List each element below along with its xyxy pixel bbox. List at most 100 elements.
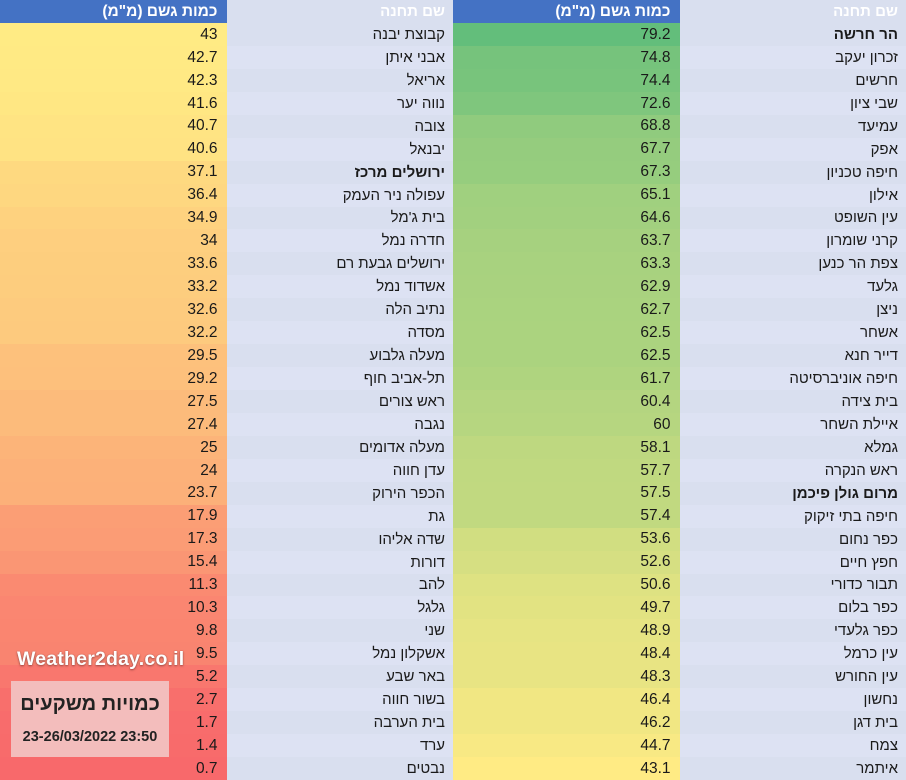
station-cell: אשחר bbox=[679, 321, 906, 345]
amount-cell: 43.1 bbox=[453, 757, 680, 780]
station-cell: כפר בלום bbox=[679, 596, 906, 620]
amount-cell: 32.2 bbox=[0, 321, 227, 345]
amount-cell: 11.3 bbox=[0, 573, 227, 597]
station-cell: איתמר bbox=[679, 757, 906, 780]
table-row: שבי ציון 72.6 bbox=[453, 91, 906, 115]
station-cell: גת bbox=[226, 504, 453, 528]
amount-cell: 9.8 bbox=[0, 619, 227, 643]
station-cell: אפק bbox=[679, 137, 906, 161]
table-row: עין החורש 48.3 bbox=[453, 665, 906, 689]
table-row: אשדוד נמל 33.2 bbox=[0, 275, 453, 299]
table-rows: הר חרשה 79.2 זכרון יעקב 74.8 חרשים 74.4 שבי צי… bbox=[453, 23, 906, 780]
station-cell: נחשון bbox=[679, 688, 906, 712]
table-row: ירושלים מרכז 37.1 bbox=[0, 160, 453, 184]
station-cell: יבנאל bbox=[226, 137, 453, 161]
table-row: חרשים 74.4 bbox=[453, 68, 906, 92]
amount-cell: 24 bbox=[0, 458, 227, 482]
table-row: צובה 40.7 bbox=[0, 114, 453, 138]
amount-cell: 40.6 bbox=[0, 137, 227, 161]
header-row: שם תחנה כמות גשם (מ"מ) bbox=[0, 0, 453, 23]
table-row: אשחר 62.5 bbox=[453, 321, 906, 345]
station-cell: חיפה טכניון bbox=[679, 160, 906, 184]
station-cell: מעלה גלבוע bbox=[226, 344, 453, 368]
amount-cell: 61.7 bbox=[453, 367, 680, 390]
amount-cell: 9.5 bbox=[0, 642, 227, 666]
table-row: ניצן 62.7 bbox=[453, 298, 906, 322]
amount-cell: 42.7 bbox=[0, 45, 227, 69]
station-cell: עמיעד bbox=[679, 114, 906, 138]
amount-cell: 40.7 bbox=[0, 114, 227, 138]
station-cell: ירושלים מרכז bbox=[226, 160, 453, 184]
station-header: שם תחנה bbox=[226, 0, 453, 23]
station-cell: ירושלים גבעת רם bbox=[226, 252, 453, 276]
amount-cell: 72.6 bbox=[453, 91, 680, 115]
table-row: עפולה ניר העמק 36.4 bbox=[0, 183, 453, 207]
table-row: בית ג'מל 34.9 bbox=[0, 206, 453, 230]
table-rows: קבוצת יבנה 43 אבני איתן 42.7 אריאל 42.3 נווה י… bbox=[0, 23, 453, 780]
station-cell: ניצן bbox=[679, 298, 906, 322]
amount-cell: 34 bbox=[0, 229, 227, 253]
table-row: עדן חווה 24 bbox=[0, 458, 453, 482]
station-cell: כפר גלעדי bbox=[679, 619, 906, 643]
amount-cell: 63.3 bbox=[453, 252, 680, 276]
caption-date: 23-26/03/2022 23:50 bbox=[22, 728, 158, 745]
amount-cell: 42.3 bbox=[0, 68, 227, 92]
station-cell: שדה אליהו bbox=[226, 527, 453, 551]
station-cell: מרום גולן פיכמן bbox=[679, 481, 906, 505]
station-cell: נגבה bbox=[226, 412, 453, 436]
amount-cell: 33.2 bbox=[0, 275, 227, 299]
rain-table-left: שם תחנה כמות גשם (מ"מ) קבוצת יבנה 43 אבני … bbox=[0, 0, 453, 780]
station-cell: חפץ חיים bbox=[679, 550, 906, 574]
amount-cell: 49.7 bbox=[453, 596, 680, 620]
amount-cell: 0.7 bbox=[0, 757, 227, 780]
station-cell: שבי ציון bbox=[679, 91, 906, 115]
station-cell: מעלה אדומים bbox=[226, 435, 453, 459]
amount-cell: 67.3 bbox=[453, 160, 680, 184]
amount-cell: 53.6 bbox=[453, 527, 680, 551]
table-row: נחשון 46.4 bbox=[453, 688, 906, 712]
station-cell: בית הערבה bbox=[226, 711, 453, 735]
amount-cell: 32.6 bbox=[0, 298, 227, 322]
station-cell: בית דגן bbox=[679, 711, 906, 735]
amount-cell: 17.9 bbox=[0, 504, 227, 528]
table-row: אילון 65.1 bbox=[453, 183, 906, 207]
station-cell: דורות bbox=[226, 550, 453, 574]
station-cell: אשדוד נמל bbox=[226, 275, 453, 299]
amount-header: כמות גשם (מ"מ) bbox=[0, 0, 227, 23]
station-cell: אילון bbox=[679, 183, 906, 207]
station-cell: ראש צורים bbox=[226, 390, 453, 413]
amount-cell: 64.6 bbox=[453, 206, 680, 230]
amount-cell: 62.5 bbox=[453, 321, 680, 345]
amount-cell: 44.7 bbox=[453, 734, 680, 757]
amount-cell: 62.9 bbox=[453, 275, 680, 299]
station-cell: צמח bbox=[679, 734, 906, 757]
station-cell: קרני שומרון bbox=[679, 229, 906, 253]
station-cell: צובה bbox=[226, 114, 453, 138]
amount-cell: 33.6 bbox=[0, 252, 227, 276]
amount-cell: 57.5 bbox=[453, 481, 680, 505]
table-row: דייר חנא 62.5 bbox=[453, 344, 906, 368]
amount-cell: 48.3 bbox=[453, 665, 680, 689]
station-cell: להב bbox=[226, 573, 453, 597]
table-row: ראש הנקרה 57.7 bbox=[453, 458, 906, 482]
station-cell: הר חרשה bbox=[679, 23, 906, 46]
table-row: בית דגן 46.2 bbox=[453, 711, 906, 735]
station-cell: הכפר הירוק bbox=[226, 481, 453, 505]
amount-cell: 65.1 bbox=[453, 183, 680, 207]
table-row: זכרון יעקב 74.8 bbox=[453, 45, 906, 69]
amount-cell: 46.2 bbox=[453, 711, 680, 735]
station-cell: חדרה נמל bbox=[226, 229, 453, 253]
table-row: להב 11.3 bbox=[0, 573, 453, 597]
station-cell: אבני איתן bbox=[226, 45, 453, 69]
amount-cell: 48.4 bbox=[453, 642, 680, 666]
station-cell: קבוצת יבנה bbox=[226, 23, 453, 46]
table-row: אבני איתן 42.7 bbox=[0, 45, 453, 69]
amount-cell: 52.6 bbox=[453, 550, 680, 574]
station-cell: עדן חווה bbox=[226, 458, 453, 482]
table-row: תל-אביב חוף 29.2 bbox=[0, 367, 453, 390]
table-row: יבנאל 40.6 bbox=[0, 137, 453, 161]
amount-cell: 48.9 bbox=[453, 619, 680, 643]
table-row: כפר נחום 53.6 bbox=[453, 527, 906, 551]
amount-cell: 37.1 bbox=[0, 160, 227, 184]
table-row: מעלה גלבוע 29.5 bbox=[0, 344, 453, 368]
